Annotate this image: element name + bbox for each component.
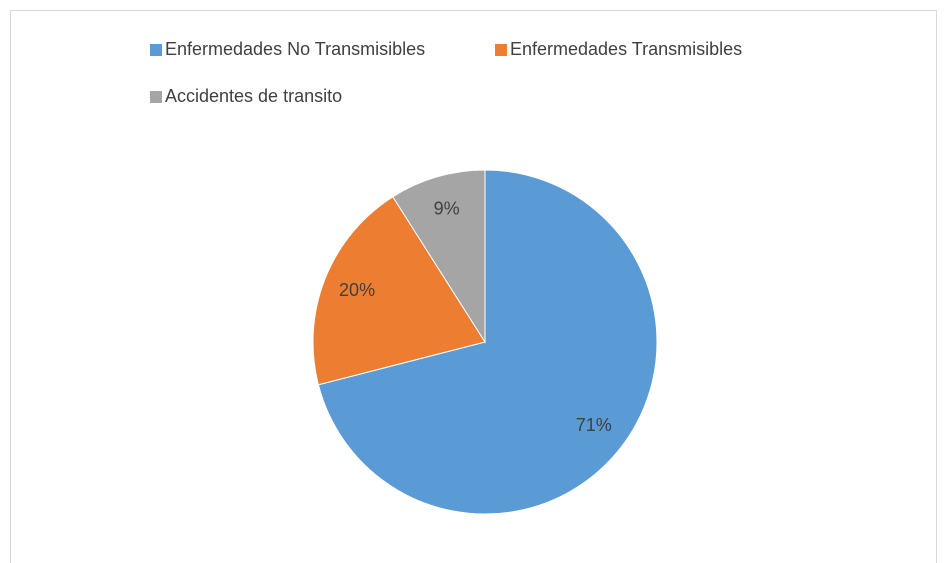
data-label: 20% (339, 280, 375, 300)
legend-swatch (150, 44, 162, 56)
legend-label: Enfermedades No Transmisibles (165, 39, 425, 59)
legend-swatch (150, 91, 162, 103)
pie-slice (392, 169, 486, 344)
data-label: 71% (576, 415, 612, 435)
pie-slice (317, 169, 658, 515)
data-label: 9% (434, 199, 460, 219)
pie-slice (312, 196, 486, 386)
legend-swatch (495, 44, 507, 56)
legend-label: Accidentes de transito (165, 86, 342, 106)
legend-label: Enfermedades Transmisibles (510, 39, 742, 59)
